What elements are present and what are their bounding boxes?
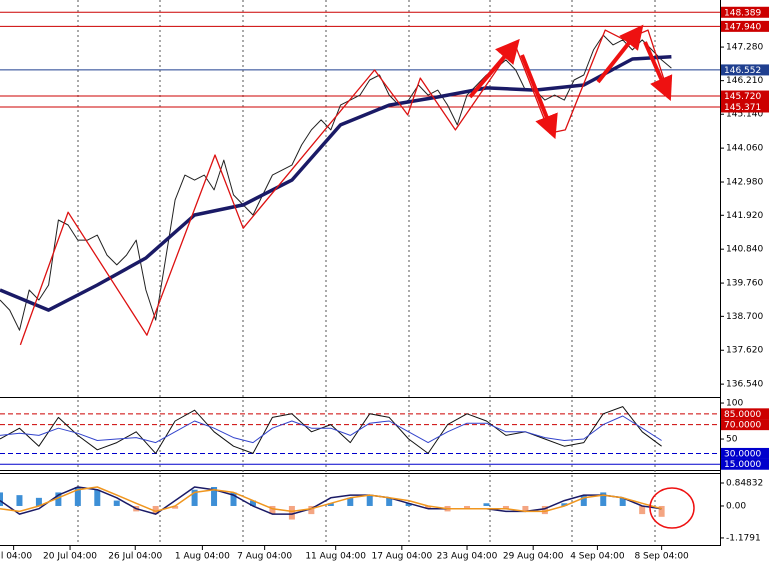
y-tick-label: 139.760 bbox=[726, 279, 763, 289]
histogram-bar bbox=[249, 500, 256, 506]
x-tick-label: 11 Aug 04:00 bbox=[305, 552, 366, 562]
y-tick-label: 144.060 bbox=[726, 144, 763, 154]
histogram-bar bbox=[0, 492, 3, 506]
series-line bbox=[0, 55, 672, 312]
level-label: 15.0000 bbox=[724, 460, 761, 470]
histogram-bar bbox=[619, 497, 626, 506]
x-tick-label: 4 Sep 04:00 bbox=[570, 552, 625, 562]
histogram-bar bbox=[113, 500, 120, 506]
level-label: 145.371 bbox=[724, 103, 761, 113]
level-label-box bbox=[721, 6, 769, 18]
annotations bbox=[468, 24, 695, 529]
histogram-bar bbox=[308, 505, 315, 515]
histogram-bar bbox=[327, 503, 334, 506]
x-tick-label: 26 Jul 04:00 bbox=[108, 552, 162, 562]
histogram-bar bbox=[658, 505, 665, 517]
x-tick-label: 23 Aug 04:00 bbox=[437, 552, 498, 562]
histogram-bar bbox=[74, 487, 81, 506]
level-label: 146.552 bbox=[724, 66, 761, 76]
histogram-bar bbox=[541, 505, 548, 515]
y-tick-label: 136.540 bbox=[726, 380, 763, 390]
histogram-bar bbox=[269, 505, 276, 515]
vertical-grid bbox=[77, 0, 656, 545]
y-tick-label: 142.980 bbox=[726, 178, 763, 188]
x-tick-label: 8 Sep 04:00 bbox=[634, 552, 689, 562]
histogram-bar bbox=[580, 495, 587, 506]
histogram-bar bbox=[561, 503, 568, 506]
x-tick-label: 17 Aug 04:00 bbox=[371, 552, 432, 562]
series-line bbox=[0, 34, 672, 331]
series-line bbox=[0, 406, 662, 454]
y-tick-label: 141.920 bbox=[726, 211, 763, 221]
level-label-box bbox=[721, 408, 769, 420]
y-tick-label: 145.140 bbox=[726, 110, 763, 120]
histogram-bar bbox=[55, 492, 62, 506]
level-label: 148.389 bbox=[724, 8, 761, 18]
histogram-bar bbox=[639, 505, 646, 515]
plots: 147.280 146.210 145.140 144.060 142.980 141.9… bbox=[0, 6, 769, 562]
x-tick-label: 20 Jul 04:00 bbox=[43, 552, 97, 562]
histogram-bar bbox=[16, 495, 23, 506]
y-tick-label: 146.210 bbox=[726, 76, 763, 86]
histogram-bar bbox=[502, 505, 509, 509]
histogram-bar bbox=[230, 492, 237, 506]
level-label: 85.0000 bbox=[724, 410, 761, 420]
series-line bbox=[0, 415, 662, 444]
level-label-box bbox=[721, 64, 769, 76]
series-line bbox=[0, 486, 662, 513]
level-label-box bbox=[721, 90, 769, 102]
level-label-box bbox=[721, 101, 769, 113]
y-tick-label: 140.840 bbox=[726, 245, 763, 255]
histogram-bar bbox=[172, 505, 179, 509]
histogram-bar bbox=[464, 505, 471, 509]
histogram-bar bbox=[405, 503, 412, 506]
x-tick-label: 29 Aug 04:00 bbox=[503, 552, 564, 562]
level-label: 30.0000 bbox=[724, 449, 761, 459]
y-tick-label: 137.620 bbox=[726, 346, 763, 356]
histogram-bar bbox=[288, 505, 295, 520]
histogram-bar bbox=[386, 497, 393, 506]
level-label-box bbox=[721, 458, 769, 470]
histogram-bar bbox=[152, 505, 159, 515]
histogram-bar bbox=[211, 487, 218, 506]
series-line bbox=[19, 29, 670, 346]
level-label-box bbox=[721, 447, 769, 459]
level-label: 145.720 bbox=[724, 92, 761, 102]
y-tick-label: -1.1791 bbox=[726, 533, 761, 543]
y-tick-label: 100 bbox=[726, 399, 743, 409]
level-label: 147.940 bbox=[724, 22, 761, 32]
x-tick-label: 1 Aug 04:00 bbox=[175, 552, 230, 562]
histogram-bar bbox=[94, 489, 101, 506]
y-tick-label: 50 bbox=[726, 435, 738, 445]
y-tick-label: 147.280 bbox=[726, 43, 763, 53]
level-label-box bbox=[721, 20, 769, 32]
histogram-bar bbox=[191, 489, 198, 506]
y-tick-label: 138.700 bbox=[726, 312, 763, 322]
x-tick-label: 7 Aug 04:00 bbox=[237, 552, 292, 562]
panel-frame bbox=[0, 0, 721, 546]
level-label-box bbox=[721, 419, 769, 431]
histogram-bar bbox=[522, 505, 529, 512]
histogram-bar bbox=[366, 495, 373, 506]
y-tick-label: 0.84832 bbox=[726, 478, 763, 488]
y-tick-label: 0.00 bbox=[726, 501, 746, 511]
x-tick-label: ul 04:00 bbox=[0, 552, 32, 562]
histogram-bar bbox=[600, 492, 607, 506]
level-label: 70.0000 bbox=[724, 421, 761, 431]
histogram-bar bbox=[347, 497, 354, 506]
series-line bbox=[0, 486, 662, 515]
histogram-bar bbox=[35, 497, 42, 506]
histogram-bar bbox=[425, 505, 432, 509]
histogram-bar bbox=[483, 503, 490, 506]
